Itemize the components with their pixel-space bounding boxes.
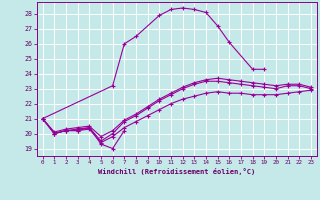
X-axis label: Windchill (Refroidissement éolien,°C): Windchill (Refroidissement éolien,°C) <box>98 168 255 175</box>
